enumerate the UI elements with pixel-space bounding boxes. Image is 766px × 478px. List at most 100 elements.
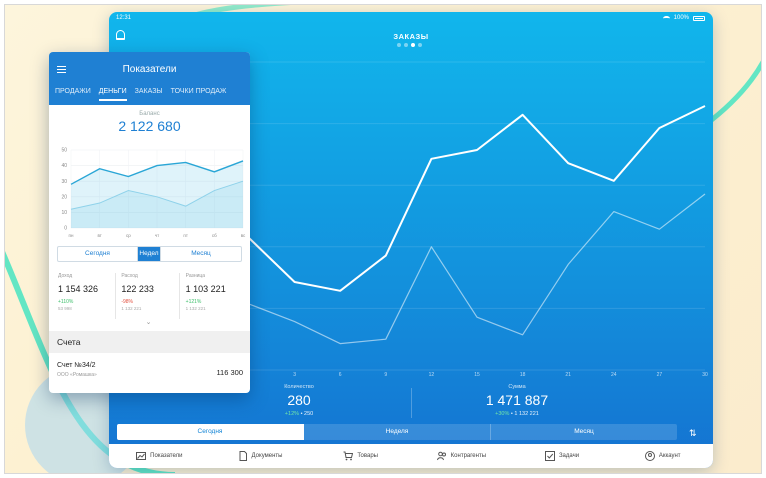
tab-tasks[interactable]: Задачи	[512, 444, 613, 468]
stat-delta-percent: +12%	[284, 411, 300, 417]
stat-label: Разница	[185, 273, 206, 279]
page-title: ЗАКАЗЫ	[393, 32, 429, 41]
period-today-button[interactable]: Сегодня	[117, 424, 304, 440]
tab-label: Аккаунт	[658, 453, 681, 459]
stat-value: 1 471 887	[485, 392, 549, 408]
x-tick-label: 27	[657, 372, 663, 378]
phone-period-selector: Сегодня Недел Месяц	[57, 246, 242, 262]
people-icon	[436, 451, 446, 461]
phone-screen: Показатели ПРОДАЖИ ДЕНЬГИ ЗАКАЗЫ ТОЧКИ П…	[49, 52, 250, 393]
wifi-icon	[662, 15, 670, 21]
stat-delta: +12% • 250	[259, 411, 339, 417]
tab-label: Документы	[251, 453, 283, 459]
stat-value: 122 233	[121, 284, 154, 294]
series-line-1	[248, 105, 706, 292]
chart-icon	[136, 452, 147, 460]
chevron-down-icon[interactable]: ⌄	[145, 319, 152, 326]
phone-header: Показатели ПРОДАЖИ ДЕНЬГИ ЗАКАЗЫ ТОЧКИ П…	[49, 52, 250, 105]
status-bar: 12:31 100%	[109, 12, 713, 26]
account-icon	[644, 451, 655, 461]
x-tick-label: 3	[293, 372, 296, 378]
x-tick-label: 30	[702, 372, 708, 378]
period-month-button[interactable]: Месяц	[574, 428, 594, 435]
tab-indicators[interactable]: Показатели	[109, 444, 210, 468]
sort-icon[interactable]: ⇅	[689, 428, 697, 438]
account-row[interactable]: Счет №34/2 ООО «Ромашка» 116 300	[49, 355, 250, 391]
accounts-header: Счета	[49, 331, 250, 353]
y-tick-label: 10	[61, 210, 67, 216]
orders-stats: Количество 280 +12% • 250 Сумма 1 471 88…	[109, 384, 713, 424]
page-indicator[interactable]	[397, 43, 422, 47]
x-tick-label: 12	[429, 372, 435, 378]
series-line-1	[70, 160, 244, 185]
stat-sub: 53 998	[58, 306, 72, 311]
x-tick-label: 24	[611, 372, 617, 378]
stat-expense: Расход 122 233 -98% 1 132 221	[116, 273, 180, 319]
x-tick-label: 21	[565, 372, 571, 378]
stat-delta: +110%	[58, 299, 74, 305]
stat-value: 280	[287, 392, 311, 408]
bottom-tab-bar: Показатели Документы Товары Контрагенты …	[109, 444, 713, 468]
balance-label: Баланс	[139, 111, 160, 117]
stat-label: Количество	[284, 384, 314, 390]
tab-label: Показатели	[150, 453, 183, 459]
page-dot[interactable]	[404, 43, 408, 47]
tab-products[interactable]: Товары	[310, 444, 411, 468]
tab-money[interactable]: ДЕНЬГИ	[98, 88, 127, 101]
page-dot[interactable]	[397, 43, 401, 47]
bell-icon[interactable]	[116, 30, 125, 40]
stat-divider	[411, 388, 412, 418]
y-tick-label: 50	[61, 148, 67, 154]
tab-points-of-sale[interactable]: ТОЧКИ ПРОДАЖ	[170, 88, 227, 95]
y-tick-label: 0	[64, 226, 67, 232]
battery-percent: 100%	[673, 15, 689, 21]
background-stage: 12:31 100% ЗАКАЗЫ 3 6 9 12 15 18 21 24 27 30 Коли…	[4, 4, 762, 474]
account-name: Счет №34/2	[57, 362, 96, 369]
menu-icon[interactable]	[57, 66, 66, 73]
y-tick-label: 30	[61, 179, 67, 185]
x-tick-label: 6	[339, 372, 342, 378]
period-selector: Сегодня Неделя Месяц	[117, 424, 677, 440]
tab-label: Контрагенты	[450, 453, 487, 459]
tab-documents[interactable]: Документы	[210, 444, 311, 468]
tab-sales[interactable]: ПРОДАЖИ	[55, 88, 91, 95]
stat-delta-percent: +30%	[495, 411, 510, 417]
tab-orders[interactable]: ЗАКАЗЫ	[134, 88, 163, 95]
x-tick-label: сб	[212, 233, 217, 238]
stat-delta: -98%	[121, 299, 134, 305]
x-tick-label: ср	[126, 233, 131, 238]
stat-income: Доход 1 154 326 +110% 53 998	[57, 273, 117, 319]
x-tick-label: 15	[474, 372, 480, 378]
tab-label: Товары	[357, 453, 378, 459]
stat-value: 1 103 221	[185, 284, 226, 294]
stat-delta-sub: • 250	[300, 411, 314, 417]
period-week-button[interactable]: Неделя	[304, 424, 491, 440]
checkbox-icon	[544, 451, 555, 461]
series-line-2	[248, 193, 706, 345]
balance-value: 2 122 680	[118, 118, 181, 134]
phone-period-today-button[interactable]: Сегодня	[58, 247, 138, 261]
battery-icon	[693, 15, 705, 21]
balance-area-chart: 0 10 20 30 40 50 пн вт ср чт пт сб вс	[61, 148, 246, 238]
y-tick-label: 40	[61, 163, 67, 169]
stat-value: 1 154 326	[58, 284, 99, 294]
series-area-1	[71, 160, 243, 228]
phone-period-month-button[interactable]: Месяц	[160, 247, 241, 261]
document-icon	[239, 451, 247, 461]
cart-icon	[343, 451, 354, 461]
stat-sub: 1 132 221	[185, 306, 206, 311]
stat-difference: Разница 1 103 221 +121% 1 132 221	[180, 273, 243, 319]
page-dot[interactable]	[411, 43, 415, 47]
phone-period-week-button[interactable]: Недел	[138, 247, 160, 261]
page-dot[interactable]	[418, 43, 422, 47]
tab-label: Задачи	[558, 453, 580, 459]
tab-contractors[interactable]: Контрагенты	[411, 444, 512, 468]
stat-delta-sub: • 1 132 221	[510, 411, 539, 417]
x-tick-label: вт	[97, 233, 101, 238]
phone-title: Показатели	[122, 64, 177, 75]
tab-account[interactable]: Аккаунт	[612, 444, 713, 468]
x-tick-label: вс	[241, 233, 246, 238]
x-tick-label: 9	[384, 372, 387, 378]
stat-delta: +121%	[185, 299, 202, 305]
x-tick-label: чт	[155, 233, 159, 238]
